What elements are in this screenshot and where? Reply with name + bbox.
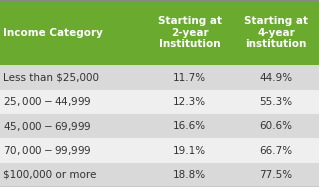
Text: 77.5%: 77.5%	[259, 170, 293, 180]
Text: Income Category: Income Category	[3, 28, 103, 38]
Text: 66.7%: 66.7%	[259, 145, 293, 156]
Text: 16.6%: 16.6%	[173, 121, 206, 131]
Text: 11.7%: 11.7%	[173, 73, 206, 83]
Bar	[0, 65, 319, 90]
Text: 55.3%: 55.3%	[259, 97, 293, 107]
Text: $100,000 or more: $100,000 or more	[3, 170, 97, 180]
Text: Starting at
4-year
institution: Starting at 4-year institution	[244, 16, 308, 49]
Text: 12.3%: 12.3%	[173, 97, 206, 107]
Text: 44.9%: 44.9%	[259, 73, 293, 83]
Text: Starting at
2-year
Institution: Starting at 2-year Institution	[158, 16, 222, 49]
Bar	[0, 0, 319, 65]
Text: 18.8%: 18.8%	[173, 170, 206, 180]
Text: 60.6%: 60.6%	[259, 121, 293, 131]
Bar	[0, 114, 319, 138]
Text: $25,000-$44,999: $25,000-$44,999	[3, 95, 92, 108]
Text: $70,000-$99,999: $70,000-$99,999	[3, 144, 92, 157]
Text: $45,000-$69,999: $45,000-$69,999	[3, 120, 92, 133]
Bar	[0, 138, 319, 163]
Text: Less than $25,000: Less than $25,000	[3, 73, 99, 83]
Bar	[0, 90, 319, 114]
Bar	[0, 163, 319, 187]
Text: 19.1%: 19.1%	[173, 145, 206, 156]
